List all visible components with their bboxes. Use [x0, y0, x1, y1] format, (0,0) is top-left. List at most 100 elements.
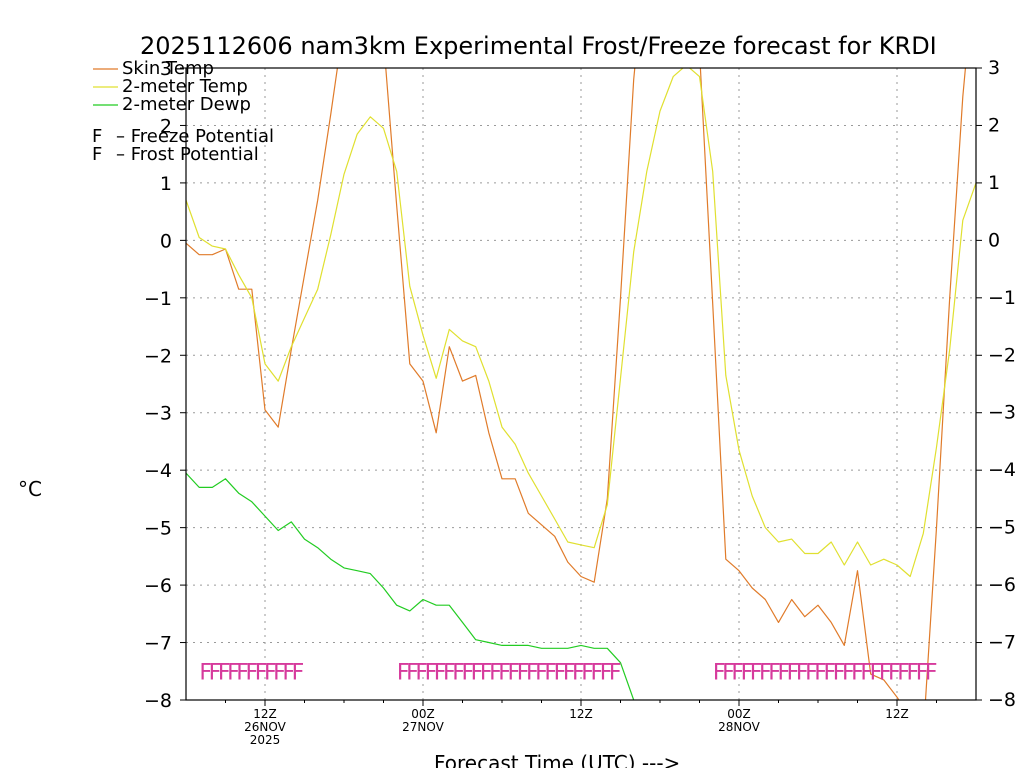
freeze-marker: F	[722, 660, 735, 685]
chart-title: 2025112606 nam3km Experimental Frost/Fre…	[140, 32, 937, 60]
freeze-marker: F	[535, 660, 548, 685]
y-tick-label-left: −5	[144, 518, 172, 540]
freeze-marker: F	[397, 660, 410, 685]
series-skin-temp	[186, 68, 967, 700]
y-tick-label-left: −6	[144, 575, 172, 597]
freeze-marker: F	[870, 660, 883, 685]
freeze-marker: F	[768, 660, 781, 685]
legend-symbol: F	[92, 144, 102, 165]
freeze-marker: F	[750, 660, 763, 685]
y-tick-label-right: −6	[988, 574, 1016, 596]
freeze-marker: F	[925, 660, 938, 685]
x-tick-label: 28NOV	[718, 720, 760, 734]
y-tick-label-left: −2	[144, 345, 172, 367]
freeze-marker: F	[489, 660, 502, 685]
freeze-marker: F	[787, 660, 800, 685]
freeze-marker: F	[425, 660, 438, 685]
y-tick-label-right: −7	[988, 632, 1016, 654]
freeze-marker: F	[498, 660, 511, 685]
y-tick-label-left: 3	[160, 58, 172, 80]
legend-label: – Frost Potential	[116, 144, 259, 165]
freeze-marker: F	[572, 660, 585, 685]
freeze-marker: F	[415, 660, 428, 685]
y-tick-label-right: 1	[988, 172, 1000, 194]
freeze-marker: F	[824, 660, 837, 685]
x-tick-label: 12Z	[569, 707, 593, 721]
legend-label: 2-meter Temp	[122, 76, 248, 97]
freeze-marker: F	[434, 660, 447, 685]
freeze-marker: F	[842, 660, 855, 685]
y-tick-label-left: 2	[160, 115, 172, 137]
freeze-marker: F	[713, 660, 726, 685]
freeze-marker: F	[517, 660, 530, 685]
y-tick-label-right: −3	[988, 402, 1016, 424]
freeze-marker: F	[581, 660, 594, 685]
freeze-marker: F	[906, 660, 919, 685]
freeze-marker: F	[814, 660, 827, 685]
freeze-marker: F	[526, 660, 539, 685]
freeze-marker: F	[554, 660, 567, 685]
freeze-marker: F	[292, 660, 305, 685]
series-2-meter-temp	[186, 68, 976, 578]
freeze-marker: F	[480, 660, 493, 685]
y-tick-label-left: 1	[160, 173, 172, 195]
x-tick-label: 26NOV	[244, 720, 286, 734]
freeze-marker: F	[833, 660, 846, 685]
freeze-marker: F	[590, 660, 603, 685]
freeze-marker: F	[199, 660, 212, 685]
y-axis-ticks: 3 3 2 2 1 1 0 0 −1 −1 −2 −2 −3 −3 −4 −4 −5 −5 −6 −6 −7 −7 −8 −8	[144, 57, 1016, 712]
freeze-marker: F	[471, 660, 484, 685]
y-tick-label-right: −5	[988, 517, 1016, 539]
freeze-marker: F	[741, 660, 754, 685]
y-tick-label-right: −2	[988, 344, 1016, 366]
y-axis-label: °C	[18, 477, 42, 501]
y-tick-label-right: −1	[988, 287, 1016, 309]
freeze-marker: F	[227, 660, 240, 685]
freeze-marker: F	[759, 660, 772, 685]
freeze-marker: F	[236, 660, 249, 685]
freeze-marker: F	[218, 660, 231, 685]
x-axis-label: Forecast Time (UTC) --->	[434, 751, 680, 768]
freeze-marker: F	[796, 660, 809, 685]
legend-label: – Freeze Potential	[116, 126, 274, 147]
legend-label: Skin Temp	[122, 58, 214, 79]
x-tick-label: 12Z	[253, 707, 277, 721]
y-tick-label-left: −1	[144, 288, 172, 310]
freeze-marker: F	[443, 660, 456, 685]
freeze-marker: F	[563, 660, 576, 685]
freeze-marker: F	[246, 660, 259, 685]
freeze-marker: F	[897, 660, 910, 685]
y-tick-label-right: 0	[988, 229, 1000, 251]
freeze-marker: F	[851, 660, 864, 685]
freeze-marker: F	[888, 660, 901, 685]
freeze-marker: F	[805, 660, 818, 685]
x-tick-label: 2025	[250, 733, 281, 747]
freeze-marker: F	[600, 660, 613, 685]
freeze-marker: F	[731, 660, 744, 685]
freeze-marker: F	[860, 660, 873, 685]
freeze-marker: F	[777, 660, 790, 685]
x-tick-label: 27NOV	[402, 720, 444, 734]
freeze-marker: F	[273, 660, 286, 685]
y-tick-label-left: −8	[144, 690, 172, 712]
legend-label: 2-meter Dewp	[122, 94, 251, 115]
freeze-marker: F	[609, 660, 622, 685]
x-tick-label: 00Z	[411, 707, 435, 721]
x-tick-label: 12Z	[885, 707, 909, 721]
freeze-marker: F	[209, 660, 222, 685]
y-tick-label-left: −4	[144, 460, 172, 482]
y-tick-label-left: −7	[144, 633, 172, 655]
freeze-marker: F	[406, 660, 419, 685]
freeze-marker: F	[508, 660, 521, 685]
freeze-marker: F	[544, 660, 557, 685]
y-tick-label-left: −3	[144, 403, 172, 425]
freeze-marker: F	[255, 660, 268, 685]
freeze-marker: F	[916, 660, 929, 685]
x-tick-label: 00Z	[727, 707, 751, 721]
grid-layer	[186, 68, 976, 700]
freeze-marker: F	[461, 660, 474, 685]
series-layer	[186, 68, 976, 700]
